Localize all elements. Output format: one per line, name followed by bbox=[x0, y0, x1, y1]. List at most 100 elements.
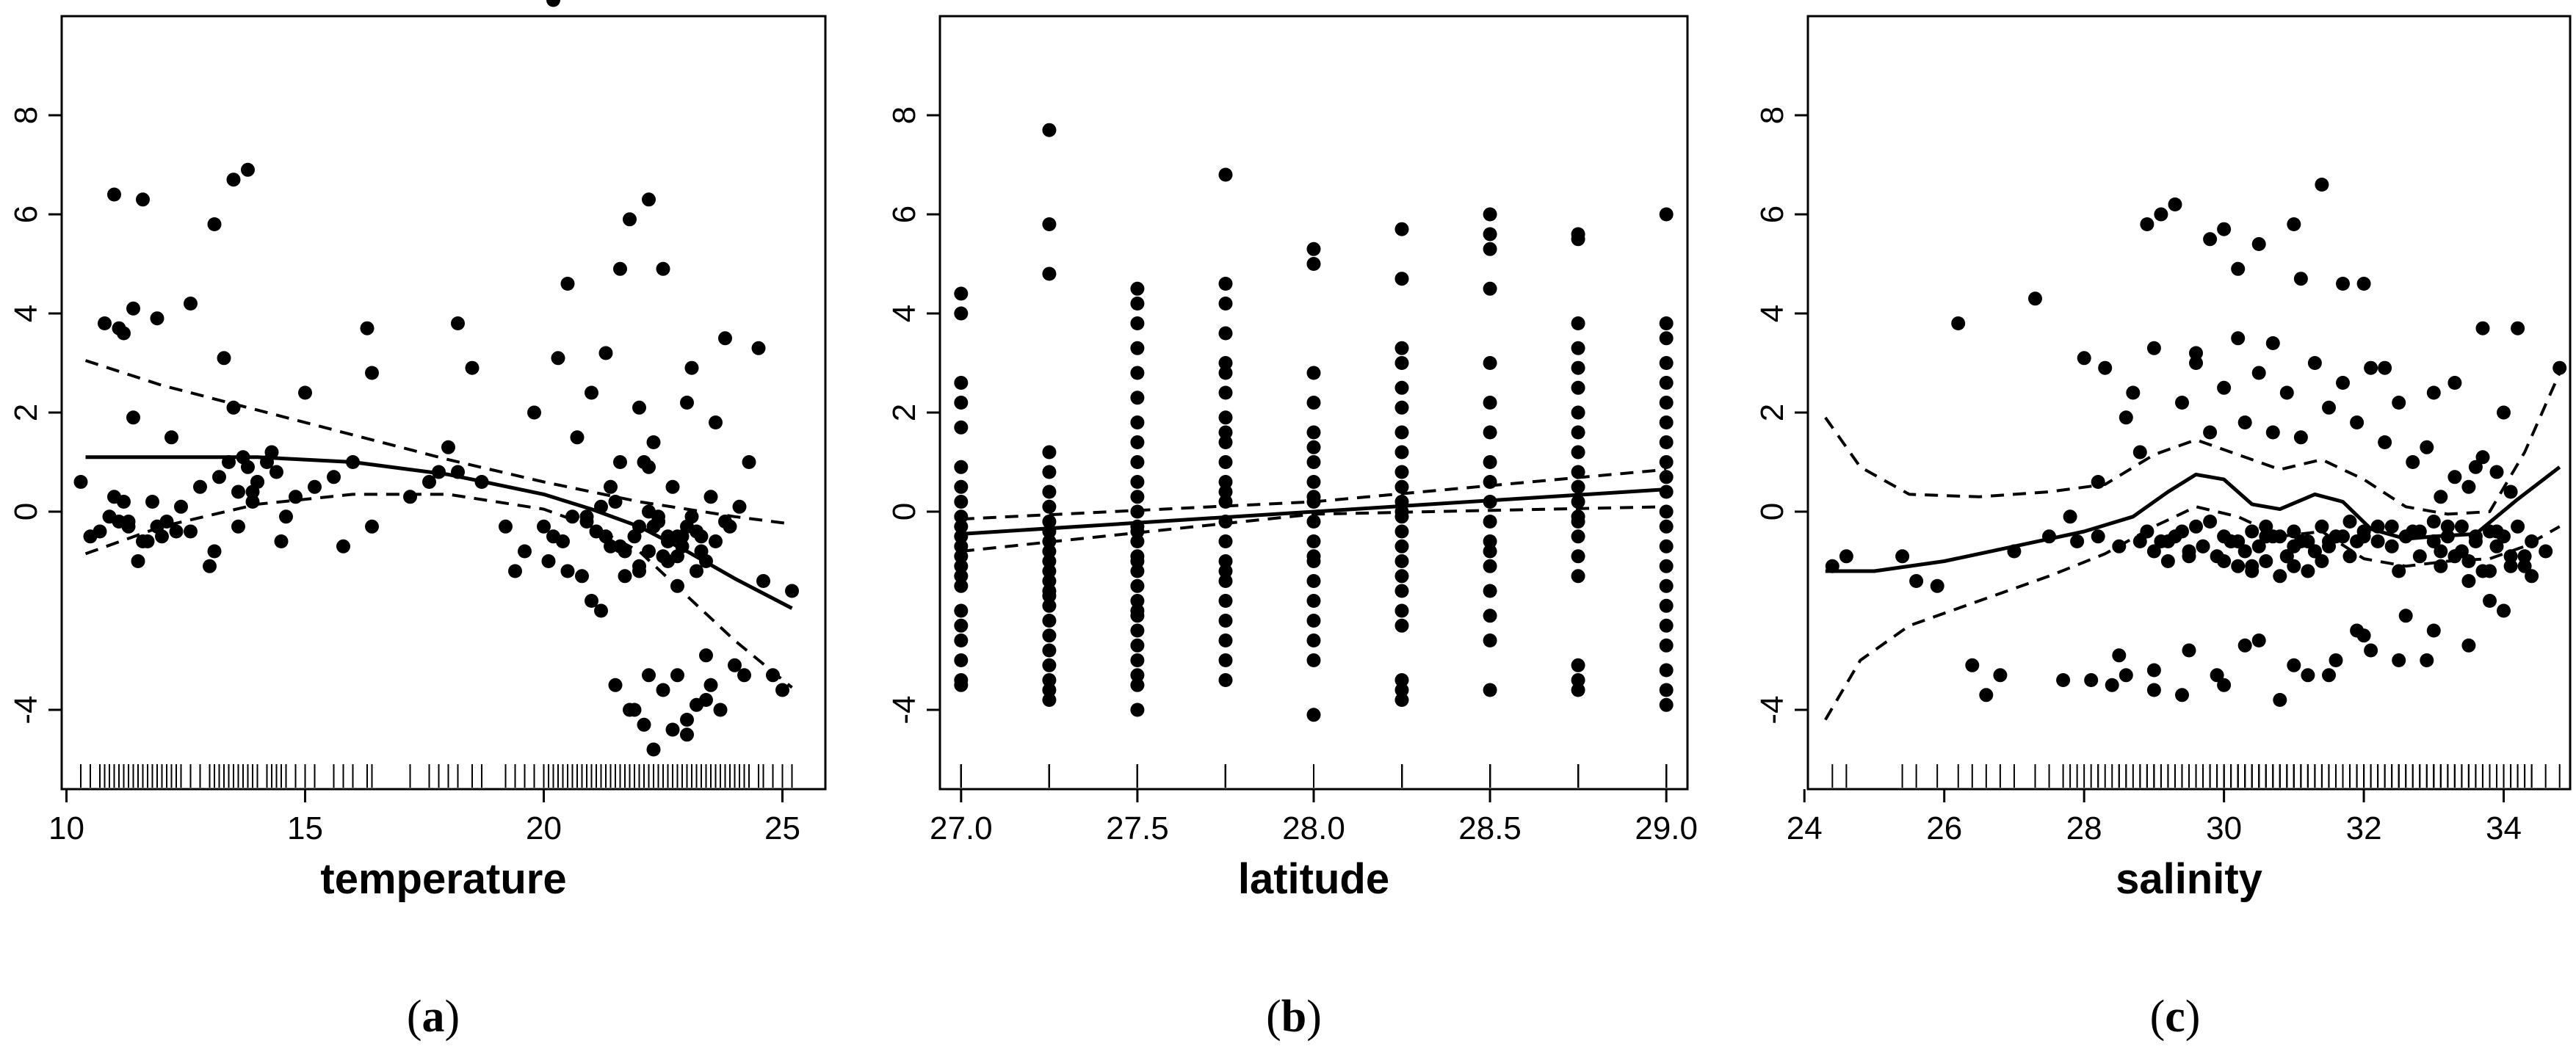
latitude-panel: (b) 27.0 27.5 28.0 28.5 29.0 -4 0 2 4 6 8 latitude bbox=[886, 15, 1698, 1042]
latitude-data-point bbox=[1306, 534, 1321, 548]
latitude-data-point bbox=[1042, 564, 1057, 578]
salinity-data-point bbox=[2132, 445, 2147, 460]
latitude-data-point bbox=[1130, 594, 1145, 608]
latitude-data-point bbox=[1394, 569, 1409, 584]
salinity-data-point bbox=[2461, 574, 2476, 588]
salinity-data-point bbox=[2378, 435, 2392, 449]
salinity-data-point bbox=[2315, 554, 2329, 568]
salinity-data-point bbox=[2307, 356, 2322, 370]
latitude-data-point bbox=[1042, 266, 1057, 281]
salinity-data-point bbox=[2287, 658, 2301, 672]
latitude-data-point bbox=[1571, 316, 1585, 330]
salinity-data-point bbox=[2245, 524, 2260, 539]
latitude-data-point bbox=[1659, 598, 1674, 613]
caption-letter-b: b bbox=[1281, 992, 1306, 1042]
temperature-data-point bbox=[465, 360, 480, 375]
salinity-data-point bbox=[2307, 544, 2322, 559]
salinity-data-point bbox=[2105, 678, 2119, 692]
temperature-data-point bbox=[298, 385, 312, 400]
salinity-y-tick-label: -4 bbox=[1754, 695, 1790, 724]
salinity-data-point bbox=[2461, 554, 2476, 568]
temperature-data-point bbox=[546, 0, 560, 7]
latitude-data-point bbox=[1483, 683, 1497, 697]
salinity-data-point bbox=[2140, 524, 2154, 539]
temperature-data-point bbox=[541, 554, 556, 568]
latitude-data-point bbox=[1571, 549, 1585, 564]
salinity-data-point bbox=[2189, 519, 2203, 534]
temperature-data-point bbox=[289, 490, 303, 504]
temperature-data-point bbox=[274, 534, 289, 548]
salinity-data-point bbox=[2356, 277, 2371, 291]
salinity-data-point bbox=[2398, 529, 2413, 544]
salinity-data-point bbox=[2160, 554, 2175, 568]
salinity-x-tick-label: 26 bbox=[1926, 810, 1962, 846]
temperature-data-point bbox=[623, 212, 637, 227]
salinity-ci-lower-line bbox=[1824, 505, 2561, 721]
temperature-y-tick-label: 2 bbox=[8, 404, 44, 421]
latitude-data-point bbox=[1306, 425, 1321, 440]
temperature-data-point bbox=[174, 499, 188, 514]
salinity-data-point bbox=[2237, 415, 2252, 429]
latitude-data-point bbox=[1571, 495, 1585, 509]
temperature-data-point bbox=[346, 455, 360, 469]
temperature-data-point bbox=[632, 400, 646, 415]
latitude-data-point bbox=[1571, 509, 1585, 524]
salinity-data-point bbox=[2517, 549, 2532, 564]
salinity-data-point bbox=[2503, 549, 2518, 564]
salinity-data-point bbox=[2182, 544, 2196, 559]
latitude-data-point bbox=[1659, 638, 1674, 653]
temperature-data-point bbox=[680, 713, 694, 727]
temperature-data-point bbox=[136, 534, 150, 548]
salinity-data-point bbox=[2237, 544, 2252, 559]
salinity-data-point bbox=[1909, 574, 1924, 588]
temperature-data-point bbox=[264, 445, 279, 460]
salinity-data-point bbox=[2175, 396, 2189, 410]
salinity-data-point bbox=[2336, 376, 2350, 390]
salinity-y-tick-label: 0 bbox=[1754, 503, 1790, 520]
temperature-data-point bbox=[623, 703, 637, 717]
temperature-data-point bbox=[680, 727, 694, 742]
latitude-data-point bbox=[954, 460, 969, 474]
latitude-data-point bbox=[1394, 425, 1409, 440]
latitude-data-point bbox=[1130, 490, 1145, 504]
temperature-data-point bbox=[703, 678, 718, 692]
latitude-y-tick-label: 0 bbox=[886, 503, 922, 520]
salinity-data-point bbox=[2301, 564, 2315, 578]
salinity-data-point bbox=[2468, 534, 2483, 548]
caption-letter-a: a bbox=[422, 992, 445, 1042]
latitude-data-point bbox=[1394, 554, 1409, 568]
temperature-data-point bbox=[207, 544, 222, 559]
latitude-data-point bbox=[1571, 683, 1585, 697]
salinity-data-point bbox=[2293, 272, 2308, 286]
temperature-data-point bbox=[245, 484, 260, 499]
temperature-data-point bbox=[699, 648, 713, 663]
temperature-data-point bbox=[203, 559, 217, 573]
latitude-data-point bbox=[1394, 341, 1409, 355]
latitude-data-point bbox=[1218, 385, 1233, 400]
latitude-data-point bbox=[1659, 484, 1674, 499]
latitude-data-point bbox=[1571, 341, 1585, 355]
salinity-data-point bbox=[2392, 653, 2406, 667]
latitude-data-point bbox=[1394, 539, 1409, 553]
latitude-data-point bbox=[1042, 123, 1057, 137]
latitude-y-tick-label: 2 bbox=[886, 404, 922, 421]
temperature-data-point bbox=[656, 261, 670, 276]
temperature-data-point bbox=[231, 519, 245, 534]
salinity-data-point bbox=[2273, 569, 2287, 584]
latitude-x-tick-label: 27.5 bbox=[1106, 810, 1169, 846]
latitude-data-point bbox=[1394, 445, 1409, 460]
temperature-x-tick-label: 25 bbox=[764, 810, 800, 846]
temperature-data-point bbox=[150, 311, 164, 326]
latitude-data-point bbox=[1306, 475, 1321, 489]
latitude-data-point bbox=[1394, 693, 1409, 707]
salinity-x-tick-label: 34 bbox=[2486, 810, 2522, 846]
temperature-data-point bbox=[422, 475, 436, 489]
temperature-data-point bbox=[656, 549, 670, 564]
temperature-data-point bbox=[279, 509, 293, 524]
salinity-data-point bbox=[2231, 331, 2246, 346]
latitude-data-point bbox=[1218, 673, 1233, 687]
temperature-data-point bbox=[604, 539, 618, 553]
temperature-data-point bbox=[327, 470, 341, 484]
latitude-data-point bbox=[1483, 227, 1497, 242]
salinity-data-point bbox=[2287, 559, 2301, 573]
